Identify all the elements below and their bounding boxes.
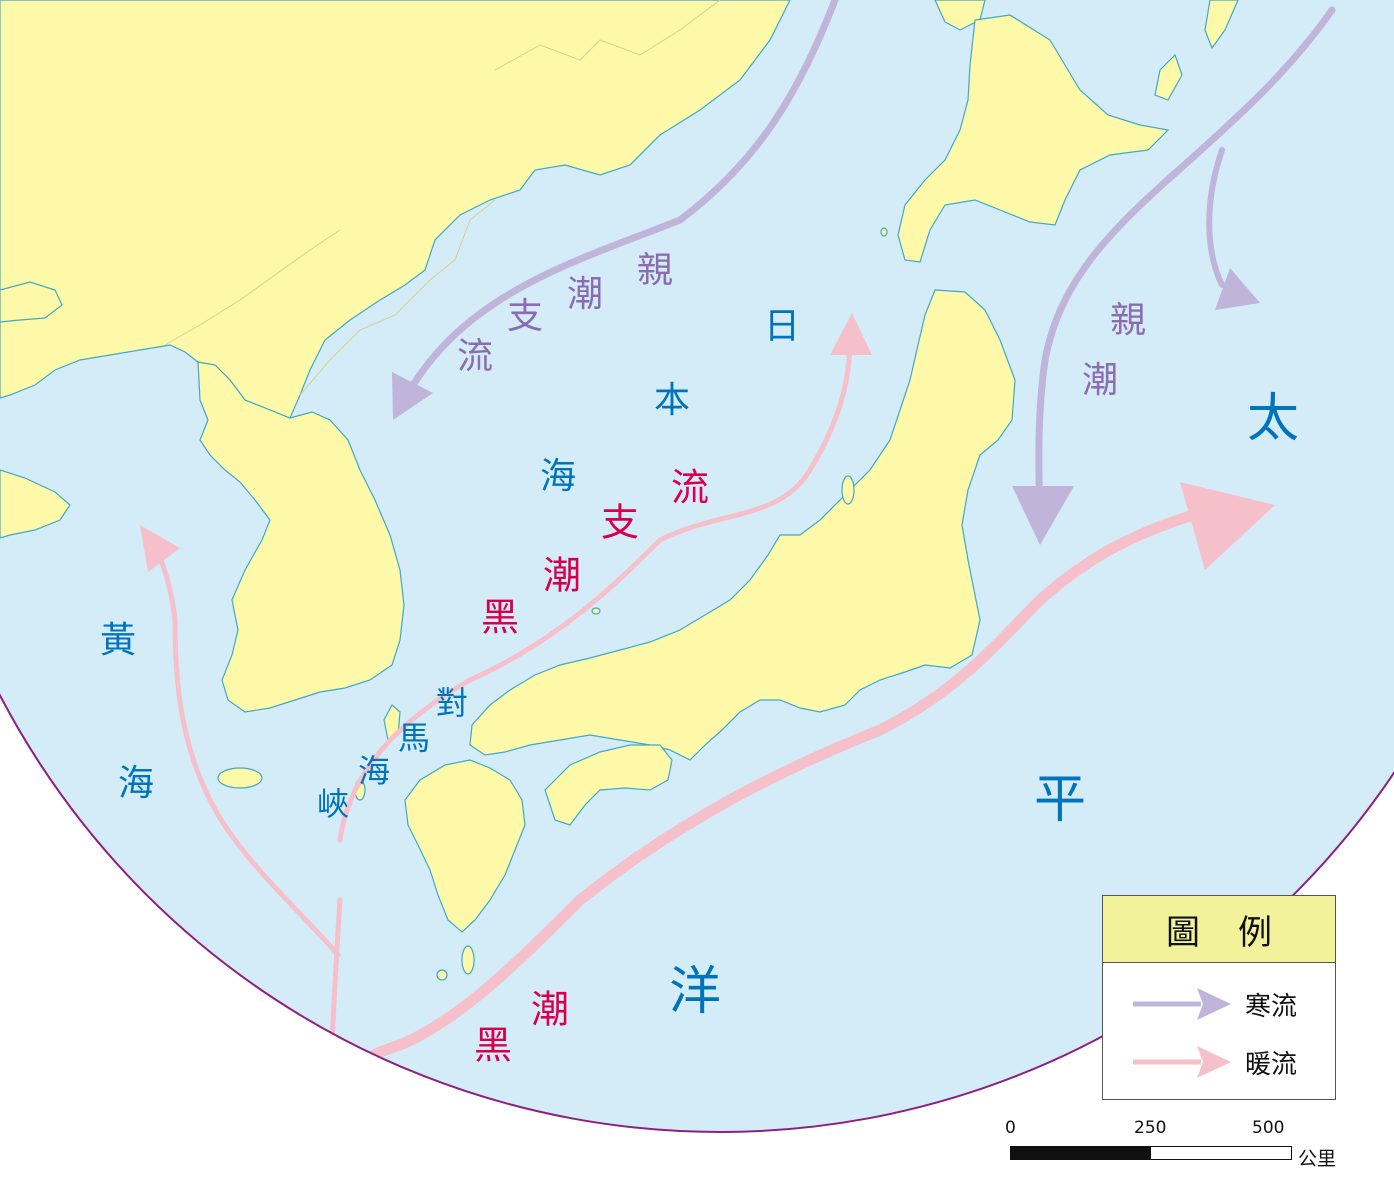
tsushima-current-char-3: 潮 (543, 554, 581, 598)
warm-current-arrow-icon (1133, 1046, 1231, 1078)
scale-bar-graphic (1010, 1146, 1292, 1160)
oyashio-branch-char-1: 親 (637, 250, 673, 291)
scale-tick-250: 250 (1134, 1118, 1167, 1138)
oyashio-branch-char-2: 潮 (567, 274, 603, 315)
shikoku-island (544, 744, 673, 826)
japan-sea-char-1: 日 (764, 306, 800, 347)
tsushima-current-char-2: 支 (601, 501, 639, 545)
legend-title: 圖例 (1103, 896, 1335, 963)
tsushima-current-char-1: 流 (671, 466, 709, 510)
japan-sea-char-3: 海 (540, 456, 576, 497)
kuroshio-current (294, 504, 1216, 1132)
amami-island (367, 1096, 397, 1110)
pacific-ocean-char-1: 太 (1247, 389, 1299, 449)
rishiri-island (880, 227, 888, 237)
oyashio-char-2: 潮 (1082, 360, 1118, 401)
oki-island (591, 607, 601, 615)
cold-current-arrow-icon (1133, 988, 1231, 1020)
sado-island (841, 475, 855, 505)
japan-sea-char-2: 本 (654, 380, 690, 421)
scale-tick-500: 500 (1252, 1118, 1285, 1138)
kuril-island-2 (1154, 53, 1183, 101)
pacific-ocean-char-2: 平 (1034, 770, 1086, 830)
oyashio-current (1035, 6, 1336, 514)
border-line-1 (494, 0, 721, 71)
map-legend: 圖例 寒流 暖流 (1102, 895, 1336, 1100)
shandong-peninsula (0, 469, 71, 539)
pacific-ocean-char-3: 洋 (669, 962, 721, 1022)
scale-bar-fill (1011, 1147, 1151, 1159)
oyashio-char-1: 親 (1110, 300, 1146, 341)
oyashio-branch-east (1206, 147, 1225, 288)
kuroshio-char-1: 潮 (531, 988, 569, 1032)
tsushima-strait-char-2: 馬 (398, 719, 430, 757)
kuril-island-1 (1204, 0, 1239, 50)
jeju-island (217, 767, 263, 789)
tanegashima-island (461, 945, 475, 975)
tsushima-arrowhead (830, 313, 872, 355)
kyushu-island (404, 759, 526, 933)
oyashio-branch-char-4: 流 (457, 336, 493, 377)
scale-bar: 0 250 500 公里 (1000, 1118, 1360, 1178)
liaodong-peninsula (0, 281, 63, 323)
tsushima-strait-char-1: 對 (436, 684, 468, 722)
kuroshio-arrowhead (1180, 482, 1275, 570)
tsushima-strait-char-3: 海 (358, 752, 390, 790)
hokkaido-island (897, 14, 1170, 263)
sakhalin-island (934, 0, 986, 31)
scale-unit: 公里 (1298, 1148, 1337, 1170)
legend-cold-label: 寒流 (1245, 992, 1298, 1022)
yellow-sea-arrowhead (140, 525, 180, 572)
legend-row-cold: 寒流 (1103, 980, 1335, 1024)
oyashio-east-arrowhead (1215, 268, 1260, 310)
kuroshio-char-2: 黑 (474, 1024, 512, 1068)
border-line-3 (164, 229, 341, 346)
legend-warm-label: 暖流 (1245, 1050, 1298, 1080)
yellow-sea-current (152, 542, 341, 958)
tsushima-current-char-4: 黑 (481, 596, 519, 640)
oyashio-branch-arrowhead (392, 372, 433, 420)
tsushima-current (337, 337, 853, 843)
oyashio-branch-char-3: 支 (507, 296, 543, 337)
yellow-sea-char-1: 黃 (100, 620, 136, 661)
oyashio-arrowhead (1012, 486, 1074, 545)
border-line-2 (299, 199, 496, 396)
legend-row-warm: 暖流 (1103, 1038, 1335, 1082)
asia-mainland (0, 0, 791, 419)
korean-peninsula (197, 361, 405, 713)
tsushima-strait-char-4: 峽 (317, 785, 349, 823)
yakushima-island (436, 969, 448, 981)
honshu-island (469, 289, 1016, 761)
scale-tick-0: 0 (1005, 1118, 1016, 1138)
oyashio-branch-current (406, 0, 839, 394)
globe-outline (0, 692, 1394, 1133)
yellow-sea-char-2: 海 (118, 763, 154, 804)
